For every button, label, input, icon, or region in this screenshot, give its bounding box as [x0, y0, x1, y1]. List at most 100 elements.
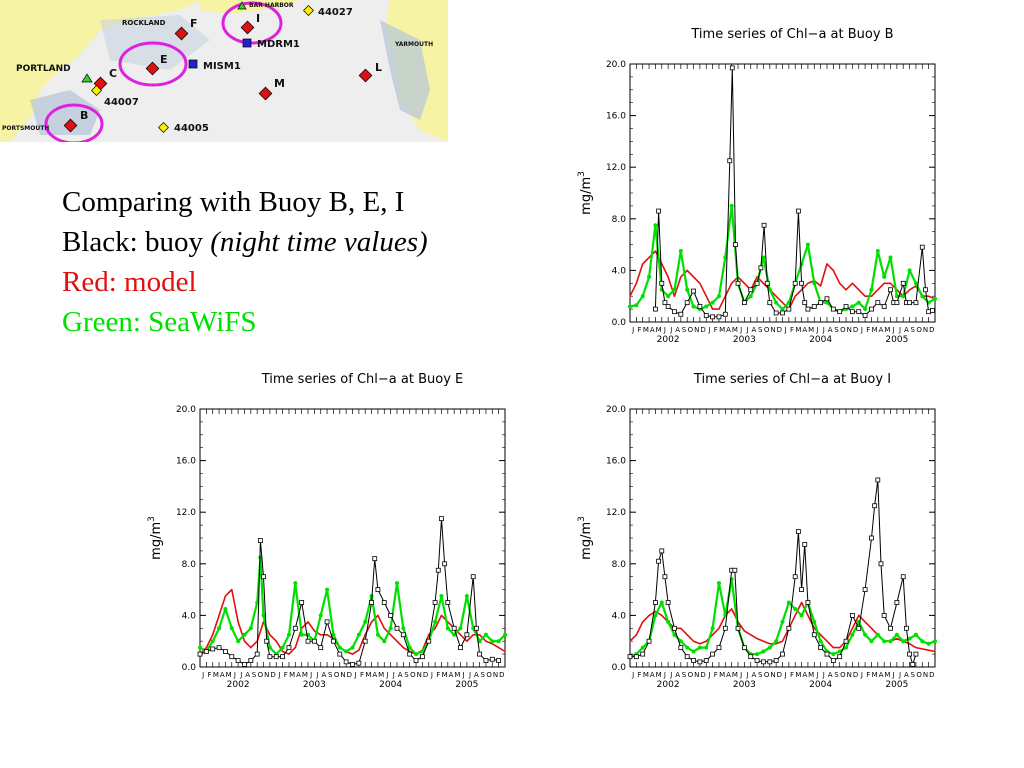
- chart-b-point-buoy: [799, 280, 804, 286]
- chart-b-svg: Time series of Chl−a at Buoy B 0.0 4.0 8.0 1…: [577, 27, 937, 345]
- chart-e-point-buoy: [381, 600, 387, 605]
- map-svg: PORTLAND ROCKLAND BAR HARBOR YARMOUTH PO…: [0, 0, 448, 145]
- chart-b-point-seawifs: [901, 294, 906, 299]
- legend-comparing: Comparing with Buoy B, E, I: [62, 186, 405, 218]
- chart-i-series-seawifs: [629, 578, 936, 658]
- chart-i-point-buoy: [913, 651, 919, 657]
- chart-b-month-label: J: [822, 326, 825, 334]
- chart-b-point-seawifs: [666, 294, 671, 299]
- chart-b-ytick-label: 4.0: [612, 266, 627, 276]
- chart-b-point-seawifs: [882, 274, 887, 279]
- map-label-buoy-c: C: [109, 67, 117, 80]
- chart-e-point-seawifs: [452, 632, 457, 637]
- chart-i-point-buoy: [691, 658, 696, 663]
- chart-b-point-seawifs: [678, 249, 683, 254]
- chart-i-month-label: F: [638, 671, 642, 679]
- buoy-i-marker: [240, 20, 255, 35]
- chart-i-point-buoy: [869, 535, 874, 541]
- chart-b-point-buoy: [748, 287, 754, 293]
- chart-i-month-label: M: [719, 671, 725, 679]
- chart-b-month-label: A: [675, 326, 680, 334]
- chart-b-point-seawifs: [774, 300, 779, 305]
- chart-e-month-label: J: [277, 671, 280, 679]
- chart-b-point-model: [883, 282, 885, 284]
- chart-i-ytick-label: 16.0: [606, 457, 626, 467]
- chart-b-point-buoy: [710, 314, 716, 320]
- chart-b-point-seawifs: [640, 294, 645, 299]
- chart-b-point-model: [908, 289, 911, 291]
- chart-e-month-label: M: [454, 671, 460, 679]
- chart-i-svg: Time series of Chl−a at Buoy I 0.0 4.0 8.0 1…: [577, 372, 937, 690]
- chart-b-point-seawifs: [723, 255, 728, 260]
- chart-b-month-label: M: [643, 326, 649, 334]
- chart-e-month-label: F: [284, 671, 288, 679]
- chart-b-month-label: M: [719, 326, 725, 334]
- chart-e-point-seawifs: [267, 645, 272, 650]
- map-label-mdrm1: MDRM1: [257, 39, 300, 50]
- chart-e-point-seawifs: [420, 649, 425, 654]
- chart-b-point-buoy: [703, 313, 709, 318]
- chart-e-point-seawifs: [414, 652, 419, 657]
- chart-e-point-buoy: [254, 651, 260, 657]
- chart-b-point-model: [629, 295, 631, 297]
- chart-b-point-model: [839, 282, 841, 284]
- chart-e-title: Time series of Chl−a at Buoy E: [261, 372, 464, 387]
- chart-b-point-model: [692, 276, 695, 278]
- chart-e-point-seawifs: [382, 639, 387, 644]
- chart-i-point-model: [718, 627, 720, 629]
- chart-e-point-buoy: [470, 574, 476, 580]
- chart-i-point-buoy: [678, 645, 684, 651]
- chart-b-point-buoy: [881, 304, 887, 309]
- chart-b-month-label: J: [739, 326, 742, 334]
- chart-b-month-label: J: [746, 326, 749, 334]
- chart-e-point-seawifs: [433, 619, 438, 624]
- chart-b-point-model: [858, 289, 860, 291]
- triangle-portland-marker: [81, 73, 93, 83]
- chart-i-month-label: D: [929, 671, 934, 679]
- chart-e-point-buoy: [407, 651, 413, 657]
- chart-e-point-seawifs: [223, 606, 228, 611]
- chart-e-month-label: A: [220, 671, 225, 679]
- chart-i-point-seawifs: [697, 645, 702, 650]
- chart-e-point-buoy: [442, 561, 448, 567]
- chart-i-point-model: [680, 627, 682, 629]
- chart-b-point-model: [928, 295, 930, 297]
- chart-i-month-label: A: [904, 671, 909, 679]
- chart-i-point-buoy: [818, 645, 824, 651]
- chart-e-point-buoy: [394, 625, 400, 631]
- chart-i-point-model: [699, 643, 701, 645]
- chart-e-point-model: [320, 634, 322, 636]
- buoy-l-marker: [358, 68, 373, 83]
- chart-e-month-label: N: [264, 671, 269, 679]
- chart-i-point-seawifs: [933, 639, 937, 644]
- chart-i-point-buoy: [665, 600, 671, 605]
- chart-e-point-buoy: [426, 638, 432, 644]
- chart-b-point-model: [781, 302, 784, 304]
- chart-e-point-buoy: [311, 638, 317, 644]
- chart-e-month-label: A: [245, 671, 250, 679]
- chart-e-point-model: [351, 653, 354, 655]
- chart-b-point-buoy: [716, 314, 722, 320]
- map-land-maine: [0, 0, 200, 142]
- chart-e-year-label: 2003: [303, 680, 326, 690]
- chart-b-month-label: J: [631, 326, 634, 334]
- chart-e-month-label: M: [365, 671, 371, 679]
- chart-b-point-seawifs: [894, 294, 899, 299]
- chart-b-point-model: [832, 269, 834, 271]
- chart-i-point-buoy: [722, 625, 728, 631]
- chart-i-point-buoy: [875, 477, 881, 483]
- chart-i-point-seawifs: [653, 613, 658, 618]
- chart-e-point-seawifs: [242, 632, 247, 637]
- chart-i-point-seawifs: [901, 639, 906, 644]
- chart-i-year-label: 2004: [809, 680, 832, 690]
- chart-b-year-label: 2005: [885, 335, 908, 345]
- chart-b-point-model: [699, 282, 701, 284]
- chart-e-month-label: D: [499, 671, 504, 679]
- chart-b-point-seawifs: [875, 249, 880, 254]
- chart-i-point-buoy: [703, 658, 709, 663]
- chart-buoy-b: Time series of Chl−a at Buoy B 0.0 4.0 8.0 1…: [555, 18, 937, 348]
- chart-i-year-label: 2002: [657, 680, 680, 690]
- chart-e-month-label: M: [289, 671, 295, 679]
- chart-i-point-model: [648, 614, 650, 616]
- chart-b-title: Time series of Chl−a at Buoy B: [690, 27, 893, 42]
